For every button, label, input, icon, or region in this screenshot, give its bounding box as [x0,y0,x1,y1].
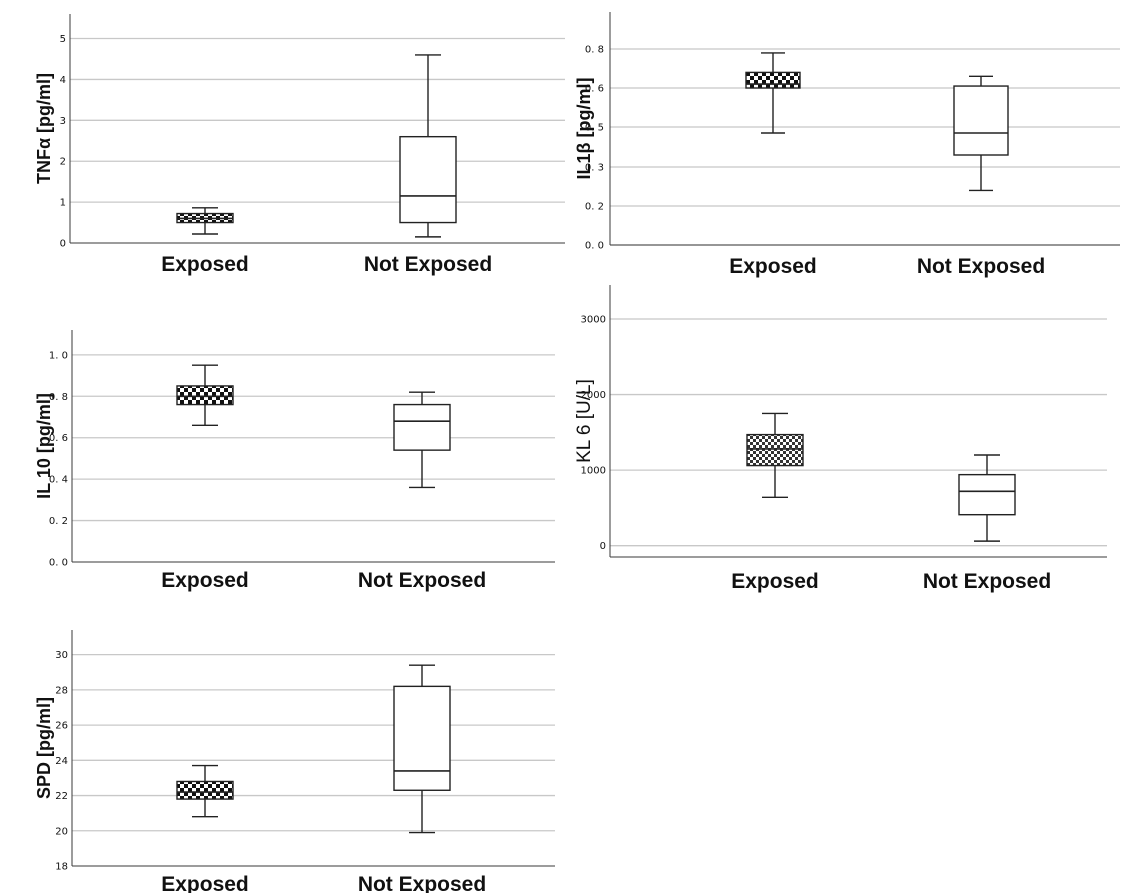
y-tick-label: 0. 6 [585,84,604,95]
y-tick-label: 0. 3 [585,163,604,174]
y-tick-label: 2 [60,157,66,168]
iqr-box [745,71,801,89]
y-tick-label: 0. 4 [49,475,68,486]
y-tick-label: 3000 [581,315,606,326]
chart-il1b: 0. 0 0. 2 0. 3 0. 5 0. 6 0. 8 IL1β [pg/ml] Expo… [574,12,1120,278]
y-tick-label: 0. 2 [49,516,68,527]
y-tick-label: 0. 6 [49,433,68,444]
x-category-label: Not Exposed [364,253,492,276]
y-axis-label: TNFα [pg/ml] [34,73,54,184]
x-category-label: Not Exposed [358,873,486,893]
chart-spd: 18 20 22 24 26 28 30 SPD [pg/ml] Exposed Not Expo… [34,630,555,893]
box-exposed [745,52,801,134]
x-category-label: Exposed [729,255,817,278]
y-tick-label: 22 [55,791,68,802]
iqr-box [399,135,457,224]
y-tick-label: 18 [55,862,68,873]
y-tick-label: 20 [55,826,68,837]
x-category-label: Not Exposed [358,569,486,592]
y-tick-label: 1000 [581,466,606,477]
y-axis-label: IL 10 [pg/ml] [34,393,54,499]
y-tick-label: 0. 8 [49,392,68,403]
x-category-label: Exposed [731,570,819,593]
y-axis-label: SPD [pg/ml] [34,697,54,799]
box-exposed [176,764,234,818]
chart-kl6: 0 1000 2000 3000 KL 6 [U/L] Exposed Not Expose… [574,285,1107,593]
y-tick-label: 0. 5 [585,123,604,134]
y-tick-label: 1 [60,198,66,209]
x-category-label: Exposed [161,569,249,592]
y-tick-label: 0 [60,239,66,250]
y-tick-label: 0. 0 [585,241,604,252]
iqr-box [746,433,804,467]
iqr-box [393,685,451,791]
y-tick-label: 24 [55,756,68,767]
y-tick-label: 0. 0 [49,558,68,569]
y-tick-label: 1. 0 [49,350,68,361]
y-tick-label: 4 [60,75,66,86]
x-category-label: Exposed [161,253,249,276]
y-axis-label: IL1β [pg/ml] [574,78,594,180]
box-exposed [176,364,234,426]
y-tick-label: 5 [60,34,66,45]
y-tick-label: 0. 8 [585,45,604,56]
box-not-exposed [958,454,1016,542]
y-tick-label: 3 [60,116,66,127]
box-exposed [746,412,804,499]
y-axis-label: KL 6 [U/L] [574,379,595,463]
box-exposed [176,207,234,235]
iqr-box [176,385,234,406]
iqr-box [176,780,234,800]
iqr-box [958,473,1016,516]
y-tick-label: 26 [55,721,68,732]
x-category-label: Exposed [161,873,249,893]
y-tick-label: 0. 2 [585,202,604,213]
box-not-exposed [393,391,451,489]
y-tick-label: 28 [55,685,68,696]
chart-tnfa: 0 1 2 3 4 5 TNFα [pg/ml] Exposed Not Exposed [34,14,565,276]
y-tick-label: 0 [600,541,606,552]
box-not-exposed [953,75,1009,192]
y-tick-label: 2000 [581,390,606,401]
box-not-exposed [393,664,451,834]
iqr-box [953,85,1009,156]
x-category-label: Not Exposed [917,255,1045,278]
iqr-box [393,403,451,451]
x-category-label: Not Exposed [923,570,1051,593]
y-tick-label: 30 [55,650,68,661]
chart-il10: 0. 0 0. 2 0. 4 0. 6 0. 8 1. 0 IL 10 [pg/ml] Exp… [34,330,555,592]
box-not-exposed [399,54,457,238]
